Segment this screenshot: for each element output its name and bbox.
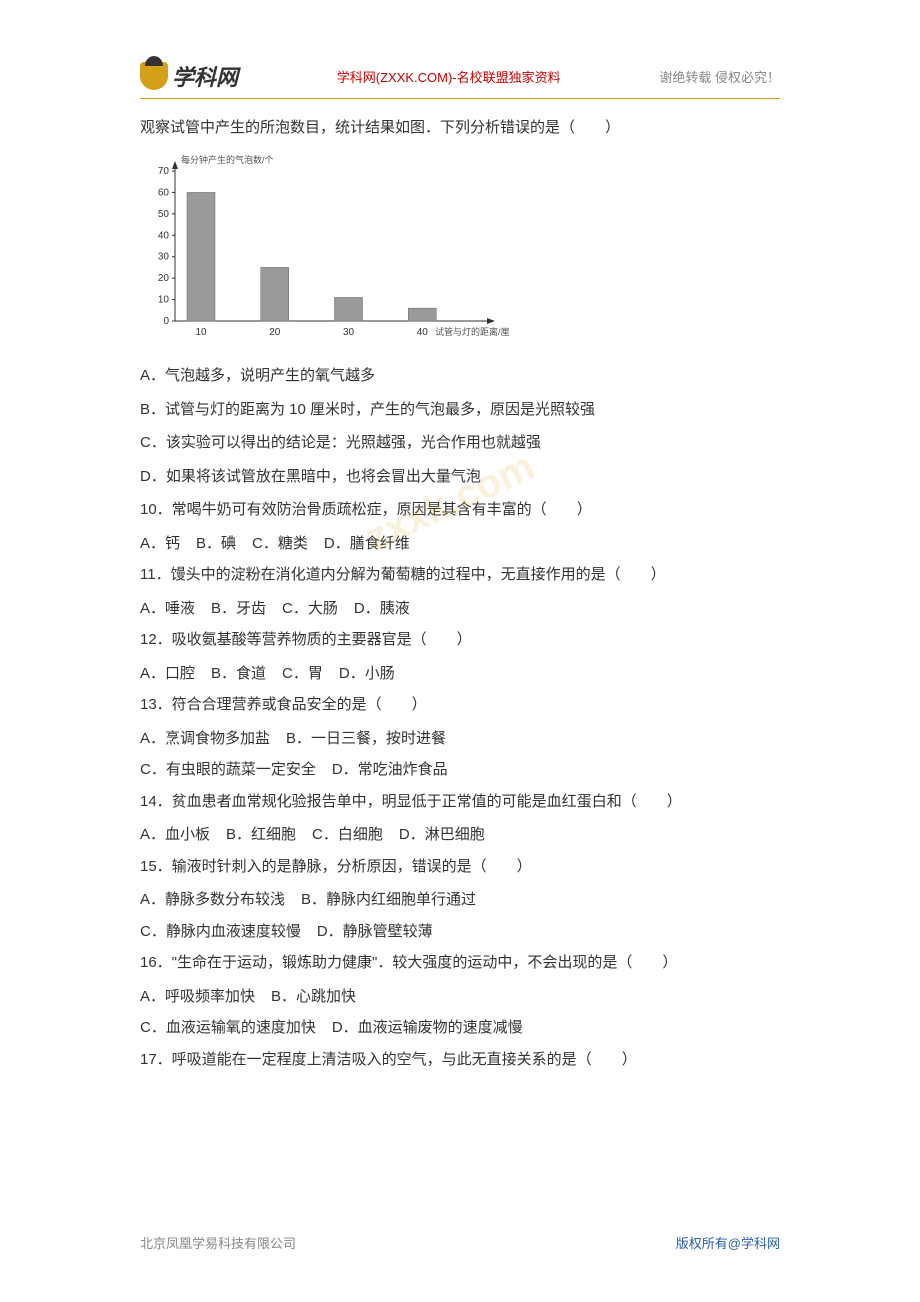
question-16-options-row1: A．呼吸频率加快 B．心跳加快 [140,981,780,1013]
svg-text:0: 0 [163,316,169,327]
svg-text:70: 70 [158,166,170,177]
question-17-stem: 17．呼吸道能在一定程度上清洁吸入的空气，与此无直接关系的是（ ） [140,1044,780,1076]
svg-text:10: 10 [158,295,170,306]
question-15-stem: 15．输液时针刺入的是静脉，分析原因，错误的是（ ） [140,851,780,883]
option-A: A．钙 [140,535,180,552]
svg-text:试管与灯的距离/厘米: 试管与灯的距离/厘米 [435,326,510,337]
option-A: A．血小板 [140,826,210,843]
question-10-stem: 10．常喝牛奶可有效防治骨质疏松症，原因是其含有丰富的（ ） [140,494,780,526]
option-C: C．有虫眼的蔬菜一定安全 [140,761,316,778]
footer-left: 北京凤凰学易科技有限公司 [140,1233,296,1252]
option-D: D．血液运输废物的速度减慢 [332,1019,523,1036]
option-C: C．白细胞 [312,826,383,843]
content-body: 观察试管中产生的所泡数目，统计结果如图．下列分析错误的是（ ） 每分钟产生的气泡… [140,114,780,1075]
option-A: A．口腔 [140,665,195,682]
question-15-options-row2: C．静脉内血液速度较慢 D．静脉管壁较薄 [140,916,780,948]
page-footer: 北京凤凰学易科技有限公司 版权所有@学科网 [140,1233,780,1252]
option-A: A．唾液 [140,600,195,617]
question-11-options: A．唾液 B．牙齿 C．大肠 D．胰液 [140,593,780,625]
chart-container: 每分钟产生的气泡数/个 0 10 20 30 40 50 60 70 10 20 30 40 试管与灯的距… [140,151,780,345]
option-A: A．静脉多数分布较浅 [140,891,285,908]
question-12-options: A．口腔 B．食道 C．胃 D．小肠 [140,658,780,690]
option-B: B．碘 [196,535,236,552]
option-D: D．如果将该试管放在黑暗中，也将会冒出大量气泡 [140,461,780,493]
question-16-stem: 16．"生命在于运动，锻炼助力健康"．较大强度的运动中，不会出现的是（ ） [140,947,780,979]
option-A: A．气泡越多，说明产生的氧气越多 [140,360,780,392]
page-header: 学科网 学科网(ZXXK.COM)-名校联盟独家资料 谢绝转载 侵权必究！ [140,60,780,99]
logo-text: 学科网 [172,60,238,92]
question-12-stem: 12．吸收氨基酸等营养物质的主要器官是（ ） [140,624,780,656]
option-B: B．红细胞 [226,826,296,843]
option-B: B．食道 [211,665,266,682]
question-13-options-row2: C．有虫眼的蔬菜一定安全 D．常吃油炸食品 [140,754,780,786]
svg-text:50: 50 [158,209,170,220]
svg-text:30: 30 [158,252,170,263]
question-10-options: A．钙 B．碘 C．糖类 D．膳食纤维 [140,528,780,560]
question-intro: 观察试管中产生的所泡数目，统计结果如图．下列分析错误的是（ ） [140,114,780,141]
option-C: C．胃 [282,665,323,682]
question-14-options: A．血小板 B．红细胞 C．白细胞 D．淋巴细胞 [140,819,780,851]
option-C: C．糖类 [252,535,308,552]
footer-right: 版权所有@学科网 [676,1233,780,1252]
option-B: B．试管与灯的距离为 10 厘米时，产生的气泡最多，原因是光照较强 [140,394,780,426]
question-16-options-row2: C．血液运输氧的速度加快 D．血液运输废物的速度减慢 [140,1012,780,1044]
svg-text:20: 20 [158,273,170,284]
question-13-stem: 13．符合合理营养或食品安全的是（ ） [140,689,780,721]
question-14-stem: 14．贫血患者血常规化验报告单中，明显低于正常值的可能是血红蛋白和（ ） [140,786,780,818]
option-C: C．该实验可以得出的结论是：光照越强，光合作用也就越强 [140,427,780,459]
svg-text:60: 60 [158,187,170,198]
header-center-text: 学科网(ZXXK.COM)-名校联盟独家资料 [238,67,659,86]
question-11-stem: 11．馒头中的淀粉在消化道内分解为葡萄糖的过程中，无直接作用的是（ ） [140,559,780,591]
option-D: D．膳食纤维 [324,535,410,552]
bar-chart: 每分钟产生的气泡数/个 0 10 20 30 40 50 60 70 10 20 30 40 试管与灯的距… [140,151,510,341]
option-B: B．心跳加快 [271,988,356,1005]
svg-text:10: 10 [195,327,207,338]
svg-text:40: 40 [158,230,170,241]
option-A: A．烹调食物多加盐 [140,730,270,747]
option-D: D．淋巴细胞 [399,826,485,843]
question-9-options: A．气泡越多，说明产生的氧气越多B．试管与灯的距离为 10 厘米时，产生的气泡最… [140,360,780,492]
option-C: C．静脉内血液速度较慢 [140,923,301,940]
header-right-text: 谢绝转载 侵权必究！ [659,67,780,86]
option-D: D．静脉管壁较薄 [317,923,433,940]
option-D: D．胰液 [354,600,410,617]
logo-icon [140,62,168,90]
option-D: D．常吃油炸食品 [332,761,448,778]
svg-text:30: 30 [343,327,355,338]
option-B: B．牙齿 [211,600,266,617]
option-C: C．血液运输氧的速度加快 [140,1019,316,1036]
svg-text:40: 40 [417,327,429,338]
question-15-options-row1: A．静脉多数分布较浅 B．静脉内红细胞单行通过 [140,884,780,916]
question-13-options-row1: A．烹调食物多加盐 B．一日三餐，按时进餐 [140,723,780,755]
option-A: A．呼吸频率加快 [140,988,255,1005]
svg-text:20: 20 [269,327,281,338]
option-B: B．一日三餐，按时进餐 [286,730,446,747]
svg-text:每分钟产生的气泡数/个: 每分钟产生的气泡数/个 [181,154,274,165]
option-C: C．大肠 [282,600,338,617]
option-D: D．小肠 [339,665,395,682]
option-B: B．静脉内红细胞单行通过 [301,891,476,908]
logo: 学科网 [140,60,238,92]
